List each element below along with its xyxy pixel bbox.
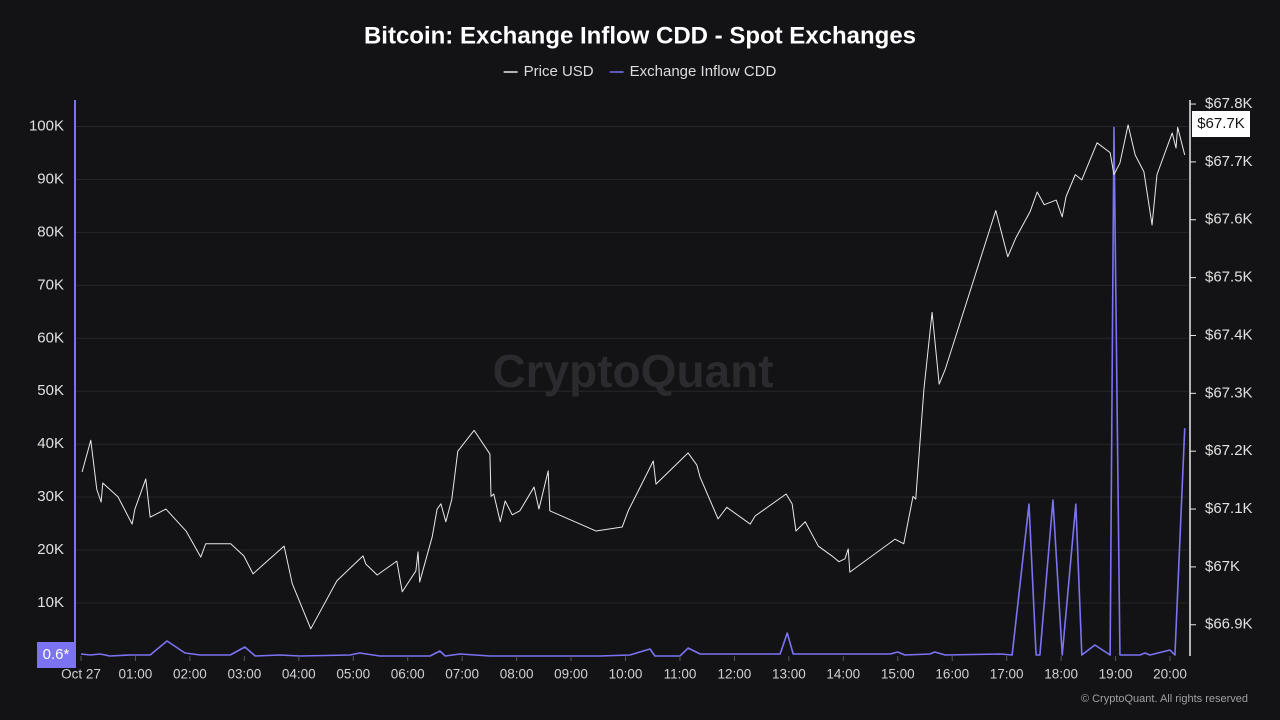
plot — [80, 124, 1186, 657]
x-tick-label: 05:00 — [336, 667, 370, 682]
grid — [75, 125, 1188, 604]
x-tick-label: 08:00 — [500, 667, 534, 682]
y-tick-label: 20K — [37, 541, 64, 558]
x-tick-label: 20:00 — [1153, 667, 1187, 682]
y2-tick-label: $67.2K — [1205, 442, 1253, 459]
current-price-label: $67.7K — [1197, 115, 1245, 132]
x-tick-label: 18:00 — [1044, 667, 1078, 682]
x-tick-label: 19:00 — [1099, 667, 1133, 682]
y-tick-label: 90K — [37, 170, 64, 187]
y2-tick-label: $67.7K — [1205, 153, 1253, 170]
chart-title: Bitcoin: Exchange Inflow CDD - Spot Exch… — [364, 22, 916, 49]
y-tick-label: 10K — [37, 594, 64, 611]
y-tick-label: 80K — [37, 223, 64, 240]
y2-tick-label: $67.5K — [1205, 269, 1253, 286]
footer: © CryptoQuant. All rights reserved — [1081, 693, 1248, 705]
series-line — [81, 124, 1186, 630]
x-tick-label: 04:00 — [282, 667, 316, 682]
axes: 10K 20K 30K 40K 50K 60K 70K 80K 90K 100K $66.9K $67… — [29, 95, 1253, 682]
x-tick-label: 15:00 — [881, 667, 915, 682]
y-tick-label: 70K — [37, 276, 64, 293]
y2-tick-label: $67.1K — [1205, 500, 1253, 517]
x-tick-label: 11:00 — [664, 667, 697, 682]
y2-tick-label: $67K — [1205, 558, 1240, 575]
current-price-box — [1192, 111, 1250, 137]
legend-label: Price USD — [524, 63, 594, 80]
x-tick-label: 10:00 — [609, 667, 643, 682]
x-tick-label: 16:00 — [935, 667, 969, 682]
y2-tick-label: $66.9K — [1205, 616, 1253, 633]
legend: Price USD Exchange Inflow CDD — [503, 63, 777, 80]
series-line — [80, 126, 1186, 657]
y-tick-label: 100K — [29, 117, 64, 134]
current-inflow-label: 0.6* — [43, 646, 70, 663]
x-tick-label: 17:00 — [990, 667, 1024, 682]
legend-item: Exchange Inflow CDD — [609, 63, 777, 80]
y2-tick-label: $67.4K — [1205, 326, 1253, 343]
x-tick-label: 12:00 — [718, 667, 752, 682]
x-tick-label: 09:00 — [554, 667, 588, 682]
y2-tick-label: $67.8K — [1205, 95, 1253, 112]
current-inflow-box — [37, 642, 75, 668]
y2-tick-label: $67.3K — [1205, 384, 1253, 401]
x-tick-label: 01:00 — [119, 667, 153, 682]
x-tick-label: 13:00 — [772, 667, 806, 682]
legend-label: Exchange Inflow CDD — [630, 63, 777, 80]
y2-tick-label: $67.6K — [1205, 211, 1253, 228]
legend-item: Price USD — [503, 63, 594, 80]
x-tick-label: 03:00 — [227, 667, 261, 682]
x-tick-label: Oct 27 — [61, 667, 101, 682]
y-tick-label: 30K — [37, 488, 64, 505]
watermark: CryptoQuant — [492, 345, 773, 397]
x-tick-label: 06:00 — [391, 667, 425, 682]
x-tick-label: 14:00 — [826, 667, 860, 682]
x-tick-label: 02:00 — [173, 667, 207, 682]
x-tick-label: 07:00 — [445, 667, 479, 682]
y-tick-label: 60K — [37, 329, 64, 346]
y-tick-label: 50K — [37, 382, 64, 399]
y-tick-label: 40K — [37, 435, 64, 452]
